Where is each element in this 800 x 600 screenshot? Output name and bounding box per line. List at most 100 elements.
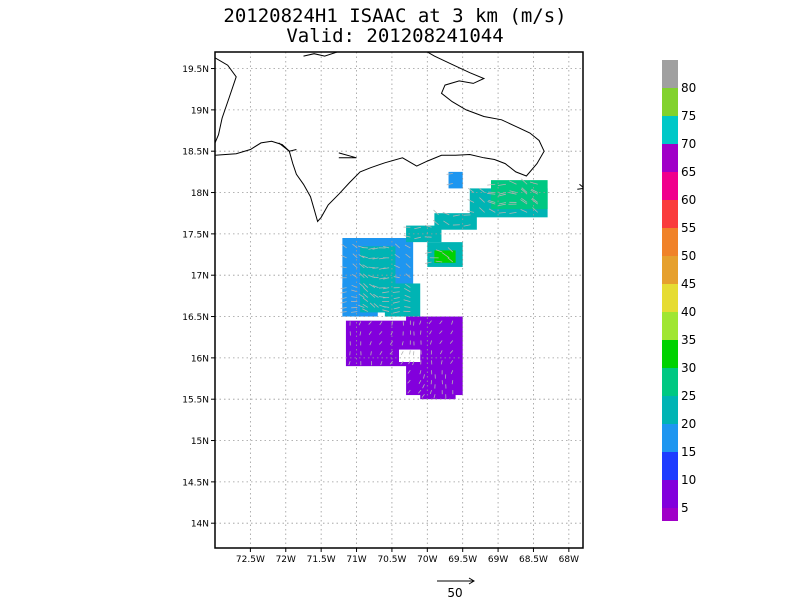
wind-vector	[404, 306, 411, 308]
wind-vector	[429, 330, 432, 335]
wind-vector	[520, 178, 528, 185]
wind-vector	[351, 311, 358, 313]
wind-vector	[439, 340, 443, 344]
wind-vector	[359, 272, 365, 278]
wind-vector	[340, 307, 347, 309]
colorbar-label: 15	[681, 445, 696, 459]
colorbar-segment	[662, 396, 678, 424]
wind-vector	[368, 275, 376, 279]
wind-vector	[383, 246, 390, 249]
wind-vector	[392, 311, 400, 314]
wind-vector	[412, 361, 415, 366]
colorbar-label: 25	[681, 389, 696, 403]
wind-vector	[407, 379, 411, 384]
colorbar-segment	[662, 424, 678, 452]
lat-tick-label: 16N	[191, 354, 209, 364]
wind-vector	[340, 254, 347, 259]
wind-vector	[497, 183, 506, 186]
wind-cell	[420, 366, 456, 400]
chart-title: 20120824H1 ISAAC at 3 km (m/s)	[223, 5, 567, 27]
colorbar-label: 65	[681, 165, 696, 179]
wind-vector	[421, 393, 425, 398]
wind-vector	[368, 257, 375, 259]
wind-vector	[532, 207, 538, 213]
wind-vector	[521, 197, 528, 203]
wind-vector	[509, 190, 517, 193]
wind-vector	[340, 297, 347, 300]
latitude-axis: 19.5N 19N 18.5N 18N 17.5N 17N 16.5N 16N 15.5N 15N…	[182, 65, 215, 530]
colorbar-label: 70	[681, 137, 696, 151]
wind-vector	[450, 360, 454, 364]
wind-vector	[429, 389, 432, 395]
colorbar-segment	[662, 480, 678, 508]
wind-vector	[423, 374, 425, 379]
wind-vector	[439, 330, 443, 334]
wind-vector	[359, 331, 362, 336]
wind-vector	[383, 277, 390, 280]
wind-vector	[443, 220, 450, 226]
wind-vector	[405, 253, 411, 259]
wind-vector	[497, 193, 506, 197]
wind-vector	[340, 266, 347, 269]
coastline-segment	[215, 57, 237, 144]
wind-vector	[497, 203, 506, 207]
wind-vector	[378, 296, 386, 298]
colorbar-label: 60	[681, 193, 696, 207]
wind-vector	[363, 293, 369, 298]
wind-vector	[509, 211, 517, 214]
wind-vector	[389, 341, 393, 345]
lon-tick-label: 68W	[559, 555, 579, 565]
wind-vector	[390, 331, 393, 336]
lon-tick-label: 70.5W	[377, 555, 406, 565]
colorbar-segment	[662, 116, 678, 144]
wind-vector	[394, 253, 400, 259]
wind-vector	[382, 291, 390, 294]
wind-vector	[340, 287, 347, 290]
wind-vector	[509, 180, 517, 185]
colorbar-label: 75	[681, 109, 696, 123]
wind-vector	[449, 350, 454, 354]
wind-vector	[404, 294, 411, 298]
wind-vector	[368, 331, 372, 335]
wind-vector	[358, 321, 362, 326]
wind-vector	[358, 263, 365, 269]
wind-vector	[340, 291, 347, 294]
wind-vector	[369, 283, 376, 288]
wind-vector	[418, 379, 422, 384]
wind-vector	[393, 276, 400, 279]
wind-vector	[520, 199, 528, 205]
lon-tick-label: 69.5W	[448, 555, 477, 565]
lat-tick-label: 19.5N	[182, 65, 209, 75]
wind-vector	[341, 244, 347, 249]
wind-vector	[479, 197, 485, 203]
wind-vector	[450, 370, 454, 375]
wind-vectors	[340, 173, 538, 399]
lat-tick-label: 16.5N	[182, 313, 209, 323]
colorbar-segment	[662, 312, 678, 340]
wind-vector	[424, 224, 432, 228]
wind-vector	[425, 261, 432, 264]
wind-vector	[404, 287, 411, 293]
coastline	[215, 52, 583, 223]
wind-vector	[394, 264, 400, 269]
coastline-segment	[577, 183, 583, 190]
wind-vector	[405, 273, 411, 278]
lon-tick-label: 70W	[417, 555, 437, 565]
lat-tick-label: 18.5N	[182, 148, 209, 158]
wind-vector	[352, 263, 358, 269]
wind-vector	[498, 211, 506, 214]
wind-vector	[361, 255, 368, 259]
colorbar-label: 30	[681, 361, 696, 375]
coastline-segment	[303, 52, 353, 57]
wind-vector	[379, 321, 383, 326]
wind-vector	[440, 350, 443, 355]
reference-vector: 50	[437, 577, 475, 600]
wind-vector	[369, 341, 372, 346]
wind-vector	[383, 267, 390, 270]
wind-vector	[389, 360, 393, 365]
colorbar-label: 5	[681, 501, 689, 515]
wind-vector	[467, 199, 475, 203]
lon-tick-label: 69W	[488, 555, 508, 565]
wind-cell	[384, 283, 421, 317]
colorbar-label: 80	[681, 81, 696, 95]
